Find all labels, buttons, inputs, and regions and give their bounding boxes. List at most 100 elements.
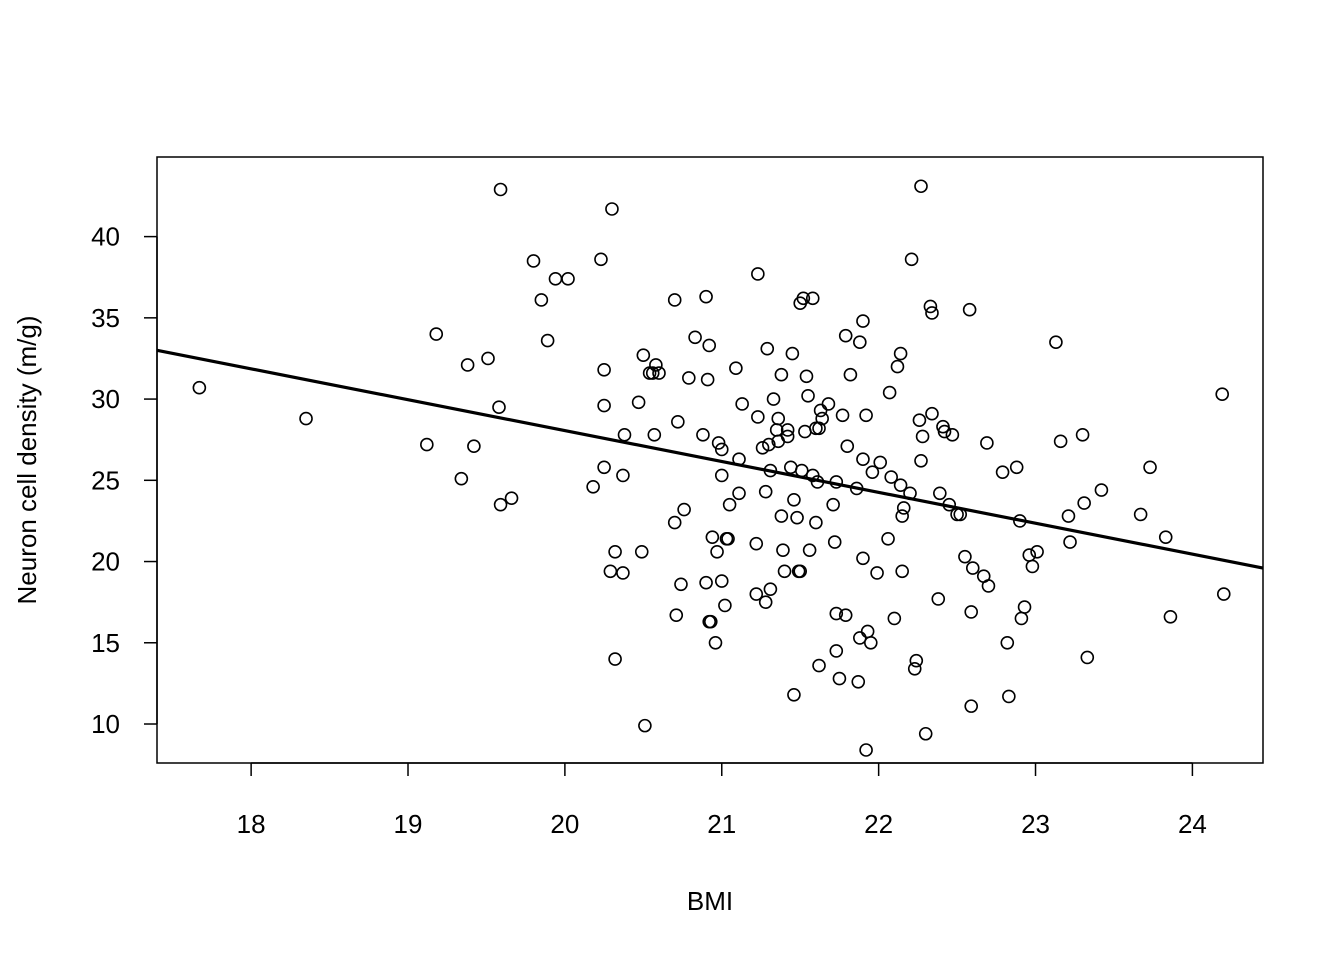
- data-point: [732, 452, 746, 466]
- data-point: [958, 549, 972, 564]
- data-point: [608, 544, 622, 559]
- data-point: [895, 509, 909, 523]
- data-point: [796, 291, 811, 306]
- data-point: [732, 486, 746, 501]
- data-point: [838, 328, 853, 343]
- data-point: [702, 338, 717, 353]
- data-point: [776, 543, 790, 557]
- data-point: [1000, 635, 1015, 650]
- data-point: [493, 182, 508, 197]
- y-tick-label: 35: [91, 303, 120, 333]
- data-point: [812, 658, 826, 673]
- data-point: [785, 346, 800, 361]
- x-tick-label: 18: [237, 809, 266, 839]
- data-point: [667, 515, 682, 530]
- data-point: [813, 403, 828, 418]
- data-point: [904, 252, 919, 267]
- data-point: [805, 291, 820, 306]
- data-point: [1094, 483, 1109, 497]
- data-point: [793, 564, 808, 579]
- data-point: [882, 385, 897, 400]
- data-point: [751, 267, 765, 281]
- data-point: [829, 644, 844, 658]
- data-point: [671, 415, 685, 429]
- data-point: [881, 531, 895, 546]
- data-point: [774, 367, 789, 382]
- data-point: [534, 293, 549, 307]
- x-axis-title: BMI: [687, 886, 733, 916]
- data-point: [914, 179, 928, 194]
- data-point: [962, 302, 977, 317]
- data-point: [481, 351, 495, 366]
- data-point: [760, 341, 775, 356]
- data-point: [851, 674, 866, 689]
- data-point: [705, 530, 720, 544]
- data-point: [870, 566, 884, 580]
- data-point: [884, 470, 898, 484]
- data-point: [887, 611, 902, 626]
- data-point: [1158, 530, 1173, 544]
- data-point: [794, 463, 809, 478]
- data-point: [1030, 544, 1044, 559]
- data-point: [645, 366, 660, 380]
- data-point: [763, 582, 778, 596]
- data-point: [696, 428, 710, 442]
- x-tick-label: 19: [394, 809, 423, 839]
- data-point: [722, 497, 737, 512]
- y-tick-label: 20: [91, 547, 120, 577]
- data-point: [703, 614, 718, 629]
- data-point: [1133, 507, 1148, 522]
- data-point: [710, 544, 724, 559]
- data-point: [907, 661, 922, 676]
- data-point: [859, 743, 873, 757]
- data-point: [909, 653, 924, 668]
- data-point: [594, 252, 608, 267]
- data-point: [299, 411, 313, 426]
- data-point: [915, 429, 930, 444]
- data-point: [597, 398, 611, 413]
- data-point: [812, 421, 826, 436]
- data-point: [843, 367, 858, 382]
- data-point: [893, 346, 908, 361]
- data-point: [1049, 335, 1063, 350]
- data-point: [699, 575, 713, 590]
- data-point: [714, 442, 729, 457]
- data-point: [798, 424, 812, 439]
- data-point: [669, 608, 684, 622]
- data-point: [729, 361, 743, 376]
- data-point: [810, 475, 825, 489]
- data-point: [787, 493, 801, 507]
- data-point: [758, 595, 773, 609]
- data-point: [864, 635, 878, 650]
- data-point: [809, 515, 823, 530]
- data-point: [865, 465, 880, 479]
- data-point: [801, 389, 815, 403]
- y-tick-label: 40: [91, 222, 120, 252]
- data-point: [467, 439, 481, 453]
- x-tick-label: 21: [707, 809, 736, 839]
- data-point: [780, 423, 795, 437]
- data-point: [832, 671, 847, 686]
- data-point: [492, 400, 506, 414]
- data-point: [980, 436, 994, 450]
- data-point: [849, 481, 864, 496]
- data-point: [493, 497, 508, 512]
- data-point: [561, 272, 575, 286]
- data-point: [636, 348, 651, 363]
- data-point: [853, 631, 867, 645]
- data-point: [721, 531, 735, 546]
- data-point: [903, 486, 917, 501]
- data-point: [1053, 434, 1068, 449]
- data-point: [755, 441, 770, 455]
- data-point: [821, 397, 836, 411]
- data-point: [586, 480, 600, 494]
- data-point: [777, 564, 792, 579]
- data-points: [192, 179, 1231, 757]
- data-point: [925, 306, 939, 320]
- data-point: [1163, 609, 1178, 624]
- data-point: [454, 471, 469, 486]
- data-point: [931, 592, 946, 606]
- data-point: [603, 564, 618, 579]
- data-point: [714, 574, 729, 588]
- data-point: [840, 439, 855, 453]
